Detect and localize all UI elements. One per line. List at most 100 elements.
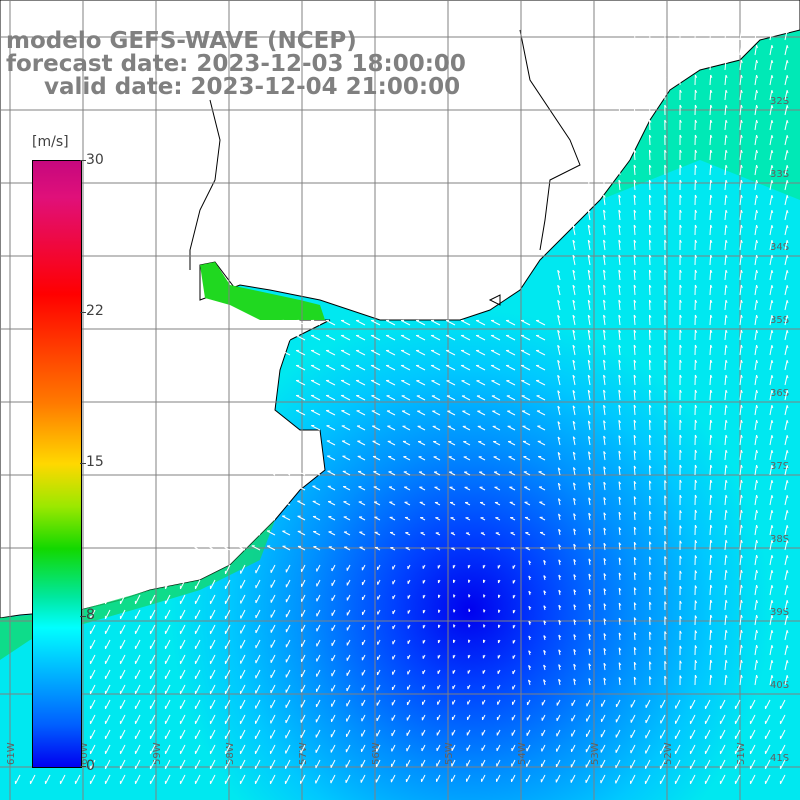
wind-arrow-head [664,525,667,529]
wind-arrow [295,410,306,416]
wind-arrow [402,440,411,446]
wind-arrow [645,729,651,739]
wind-arrow [709,194,712,206]
wind-arrow [327,470,336,476]
wind-arrow [370,380,381,386]
wind-arrow [618,360,621,371]
wind-arrow-head [710,359,713,363]
wind-arrow [490,365,501,371]
wind-arrow [225,729,231,740]
wind-arrow-head [573,528,577,532]
wind-arrow-head [649,511,652,515]
wind-arrow [709,569,712,581]
coastline-inner [189,29,581,306]
wind-arrow-head [558,589,562,593]
wind-arrow-head [710,584,713,588]
wind-arrow-head [543,664,547,668]
wind-arrow-head [603,435,606,439]
wind-arrow [769,420,773,431]
wind-arrow [295,320,306,326]
wind-arrow-head [633,44,637,48]
wind-arrow-head [771,465,774,469]
wind-arrow [769,285,773,296]
wind-arrow [509,486,516,491]
wind-arrow-head [587,194,591,198]
wind-arrow-head [649,284,652,288]
wind-arrow-head [725,104,728,109]
wind-arrow [633,389,636,401]
wind-arrow [780,729,786,740]
wind-arrow [236,545,246,551]
wind-arrow-head [603,677,607,681]
wind-arrow [615,774,621,784]
wind-arrow [375,759,381,768]
wind-arrow [356,425,366,431]
wind-arrow [105,744,111,755]
wind-arrow [709,254,712,266]
wind-arrow [709,404,712,416]
wind-arrow [255,729,261,740]
wind-arrow [720,759,726,770]
wind-arrow [724,29,727,41]
wind-arrow [633,450,636,461]
wind-arrow-head [664,269,667,273]
wind-arrow [90,684,96,695]
wind-arrow-head [679,479,682,483]
wind-arrow-head [756,554,759,559]
wind-arrow-head [725,359,728,364]
wind-arrow [645,699,651,708]
wind-arrow-head [664,314,667,318]
wind-arrow [511,729,516,736]
wind-arrow-head [573,619,577,623]
wind-arrow-head [633,465,637,469]
wind-arrow [325,365,336,371]
wind-arrow [505,335,516,341]
wind-arrow-head [756,164,759,169]
wind-arrow [709,494,712,506]
wind-arrow [446,395,456,401]
wind-arrow [270,729,276,739]
wind-arrow [505,350,516,356]
wind-arrow [240,579,246,589]
wind-arrow [385,365,396,371]
wind-arrow [511,759,516,767]
wind-arrow [520,365,531,371]
wind-arrow [587,300,591,311]
wind-arrow [165,639,171,650]
wind-arrow-head [786,540,789,544]
wind-arrow [754,375,758,386]
wind-arrow-head [679,645,682,649]
wind-arrow-head [740,434,743,439]
wind-arrow [709,629,712,641]
wind-arrow-head [710,44,713,48]
wind-arrow [784,405,788,416]
wind-arrow [709,644,712,656]
wind-arrow-head [633,496,637,500]
wind-arrow [387,425,396,431]
wind-arrow [105,714,111,725]
wind-arrow-head [664,601,667,605]
wind-arrow [603,481,606,491]
wind-arrow [769,240,773,251]
wind-arrow [430,365,441,371]
wind-arrow-head [603,573,607,577]
wind-arrow [328,546,336,551]
wind-arrow [281,470,291,476]
wind-arrow-head [786,330,789,334]
wind-arrow [295,395,306,401]
wind-arrow-head [756,434,759,439]
wind-arrow [416,380,426,386]
wind-arrow-head [543,649,547,653]
wind-arrow [769,360,773,371]
wind-arrow [603,677,606,686]
wind-arrow-head [649,29,652,33]
wind-arrow-head [664,29,667,33]
wind-arrow-head [740,674,743,679]
wind-arrow-head [756,329,759,334]
wind-arrow-head [633,314,637,318]
wind-arrow [754,285,758,296]
wind-arrow-head [588,678,592,682]
wind-arrow [496,759,501,767]
wind-arrow [724,674,727,686]
wind-arrow [538,456,546,461]
